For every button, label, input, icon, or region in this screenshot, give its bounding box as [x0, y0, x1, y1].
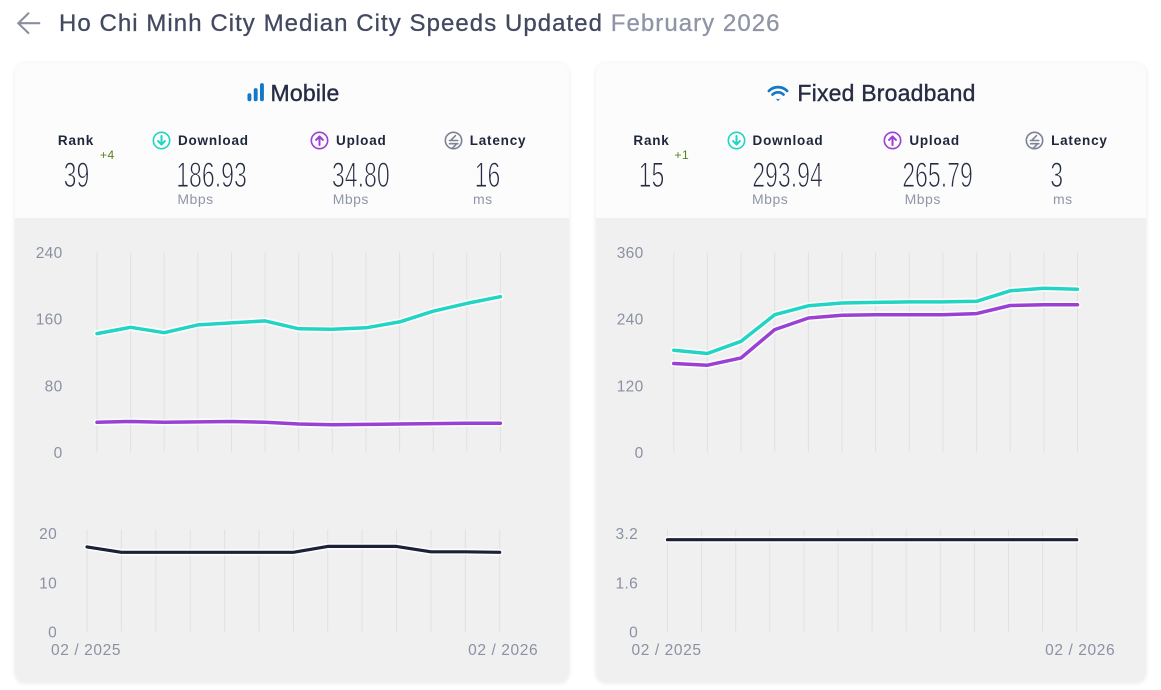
svg-text:02 / 2025: 02 / 2025: [632, 642, 702, 659]
svg-text:0: 0: [635, 445, 644, 462]
svg-text:02 / 2026: 02 / 2026: [1045, 642, 1115, 659]
svg-text:0: 0: [48, 624, 57, 641]
svg-text:02 / 2026: 02 / 2026: [468, 642, 538, 659]
svg-text:3.2: 3.2: [616, 526, 638, 543]
svg-text:240: 240: [617, 312, 644, 329]
svg-text:0: 0: [54, 445, 63, 462]
svg-text:0: 0: [629, 624, 638, 641]
svg-text:160: 160: [36, 312, 63, 329]
svg-text:20: 20: [39, 526, 57, 543]
svg-text:10: 10: [39, 575, 57, 592]
svg-text:80: 80: [45, 378, 63, 395]
svg-text:240: 240: [36, 245, 63, 262]
svg-text:1.6: 1.6: [616, 575, 638, 592]
svg-text:120: 120: [617, 378, 644, 395]
svg-text:360: 360: [617, 245, 644, 262]
svg-text:02 / 2025: 02 / 2025: [51, 642, 121, 659]
